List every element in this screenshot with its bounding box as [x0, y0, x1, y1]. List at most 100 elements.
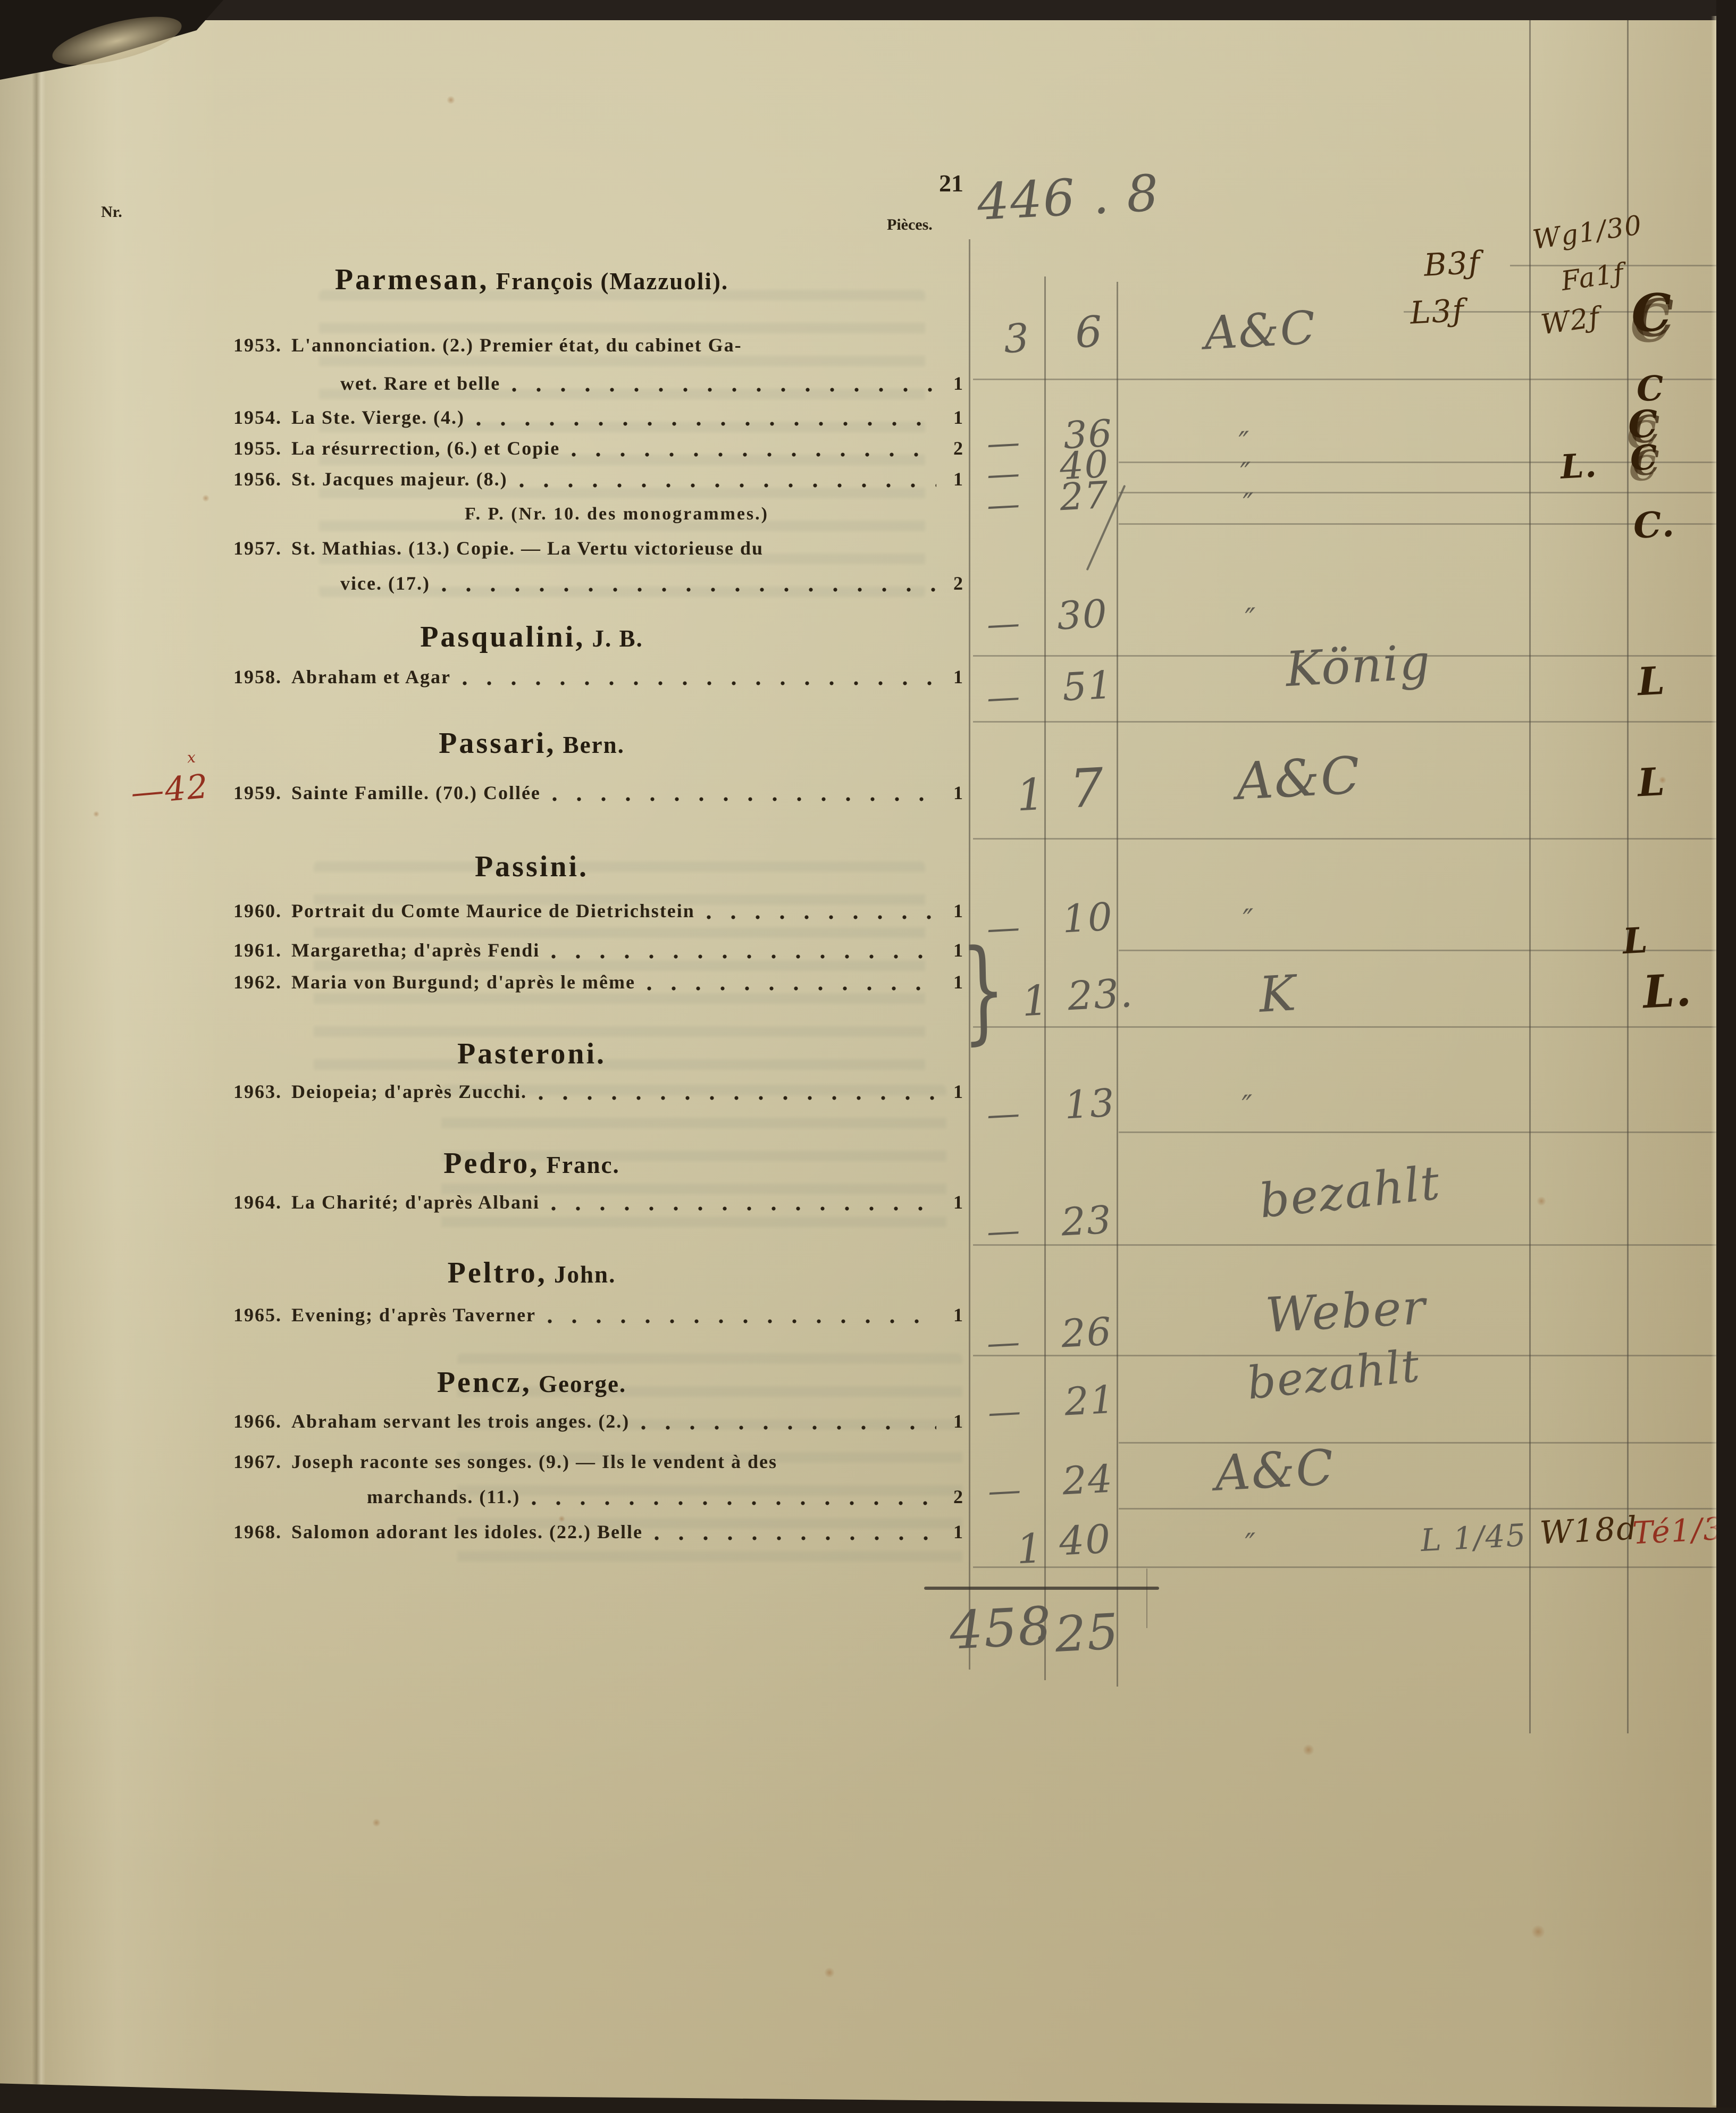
monogram-note: F. P. (Nr. 10. des monogrammes.): [465, 504, 769, 524]
entry-text: vice. (17.): [340, 573, 430, 594]
carry-total-handwritten: 446 . 8: [976, 164, 1161, 232]
hw-dash: —: [987, 1470, 1023, 1511]
row-rule: [1404, 311, 1716, 313]
column-rule: [1627, 20, 1629, 1733]
catalog-entry-line: 1957. St. Mathias. (13.) Copie. — La Ver…: [203, 537, 944, 559]
catalog-entry-line: 1959. Sainte Famille. (70.) Collée: [203, 782, 944, 804]
entry-text: St. Jacques majeur. (8.): [291, 468, 508, 490]
catalog-entry-line: 1962. Maria von Burgund; d'après le même: [203, 971, 944, 993]
dot-leader: [538, 1085, 936, 1103]
entry-text: marchands. (11.): [367, 1486, 521, 1507]
hw-amount-col2: 6: [1074, 306, 1105, 358]
column-header-pieces: Pièces.: [887, 216, 933, 233]
dot-leader: [653, 1525, 936, 1543]
catalog-entry-line: marchands. (11.): [367, 1486, 944, 1508]
artist-surname: Parmesan,: [334, 263, 489, 296]
entry-number: 1966.: [233, 1411, 282, 1432]
row-rule: [973, 655, 1716, 657]
catalog-entry-line: 1963. Deiopeia; d'après Zucchi.: [203, 1080, 944, 1103]
pieces-count: 1: [953, 1411, 963, 1432]
dot-leader: [531, 1490, 936, 1508]
entry-text: Margaretha; d'après Fendi: [291, 940, 540, 961]
entry-number: 1961.: [233, 940, 282, 961]
hw-dash: —: [987, 1391, 1023, 1432]
dot-leader: [550, 944, 936, 961]
dot-leader: [511, 377, 936, 395]
hw-amount-col1: 1: [1020, 976, 1051, 1026]
hw-amount-col2: 23.: [1066, 970, 1135, 1020]
entry-number: 1959.: [233, 782, 282, 803]
row-rule: [1119, 1508, 1716, 1510]
hw-buyer-name: K: [1257, 965, 1298, 1024]
row-rule: [973, 1026, 1716, 1028]
foxing-spot: [447, 96, 455, 104]
dot-leader: [645, 976, 936, 993]
hw-total-cents: 25: [1053, 1603, 1121, 1664]
hw-note-l145: L 1/45: [1420, 1516, 1528, 1559]
row-rule: [1119, 950, 1716, 951]
entry-text: Evening; d'après Taverner: [291, 1304, 536, 1326]
hw-amount-col2: 40: [1058, 1516, 1113, 1565]
artist-surname: Passini.: [474, 850, 589, 883]
artist-forename: George.: [531, 1371, 627, 1397]
entry-text: La Ste. Vierge. (4.): [291, 407, 465, 428]
entry-number: 1968.: [233, 1521, 282, 1542]
row-rule: [973, 1244, 1716, 1246]
entry-text: Sainte Famille. (70.) Collée: [291, 782, 541, 803]
artist-heading: Pedro, Franc.: [133, 1146, 930, 1180]
dot-leader: [475, 411, 936, 429]
dot-leader: [551, 786, 936, 804]
entry-text: Abraham servant les trois anges. (2.): [291, 1411, 630, 1432]
catalog-entry-line: 1968. Salomon adorant les idoles. (22.) …: [203, 1521, 944, 1543]
dot-leader: [547, 1309, 936, 1326]
artist-heading: Pasqualini, J. B.: [133, 620, 930, 654]
hw-right-letter: L: [1621, 919, 1650, 962]
entry-text: La résurrection, (6.) et Copie: [291, 438, 560, 459]
entry-text: Portrait du Comte Maurice de Dietrichste…: [291, 900, 695, 921]
pieces-count: 1: [953, 1521, 963, 1542]
hw-amount-col2: 21: [1063, 1377, 1117, 1424]
row-rule: [1119, 492, 1716, 493]
entry-text: wet. Rare et belle: [340, 373, 501, 394]
catalog-entry-line: 1956. St. Jacques majeur. (8.): [203, 468, 944, 490]
pieces-count: 2: [953, 573, 963, 594]
foxing-spot: [93, 811, 99, 817]
hw-brace: }: [960, 924, 1008, 1056]
hw-right-letter: C: [1629, 437, 1659, 479]
row-rule: [973, 838, 1716, 840]
hw-ink-note-b3f: B3ƒ: [1423, 244, 1482, 283]
entry-number: 1958.: [233, 666, 282, 687]
catalog-entry-line: 1960. Portrait du Comte Maurice de Dietr…: [203, 900, 944, 922]
column-header-nr: Nr.: [101, 203, 122, 221]
pieces-count: 1: [953, 782, 963, 803]
artist-heading: Passari, Bern.: [133, 726, 930, 760]
artist-forename: John.: [547, 1261, 616, 1288]
pieces-count: 1: [953, 940, 963, 961]
entry-number: 1967.: [233, 1451, 282, 1472]
catalog-entry-line: vice. (17.): [340, 572, 944, 594]
column-rule: [969, 239, 970, 1670]
margin-note-red: —42: [129, 766, 211, 812]
artist-heading: Peltro, John.: [133, 1256, 930, 1290]
showthrough-smudge: [314, 861, 925, 1074]
pieces-count: 1: [953, 468, 963, 490]
row-rule: [1119, 462, 1716, 463]
artist-heading: Passini.: [133, 850, 930, 884]
hw-amount-col2: 26: [1060, 1309, 1113, 1356]
dot-leader: [518, 473, 936, 490]
catalog-entry-line: 1966. Abraham servant les trois anges. (…: [203, 1410, 944, 1432]
hw-amount-col2: 23: [1060, 1197, 1113, 1245]
pieces-count: 1: [953, 900, 963, 921]
hw-ditto-mark: ″: [1241, 1088, 1255, 1123]
entry-text: Salomon adorant les idoles. (22.) Belle: [291, 1521, 643, 1542]
dot-leader: [550, 1196, 936, 1213]
hw-amount-col2: 24: [1061, 1456, 1114, 1504]
hw-buyer-name: A&C: [1213, 1439, 1336, 1502]
book-edge-top: [0, 0, 1736, 20]
hw-ditto-mark: ″: [1244, 1527, 1258, 1561]
hw-right-letter: L.: [1641, 963, 1693, 1019]
catalog-entry-line: wet. Rare et belle: [340, 372, 944, 395]
hw-ditto-mark: ″: [1242, 487, 1256, 521]
pieces-count: 2: [953, 438, 963, 459]
